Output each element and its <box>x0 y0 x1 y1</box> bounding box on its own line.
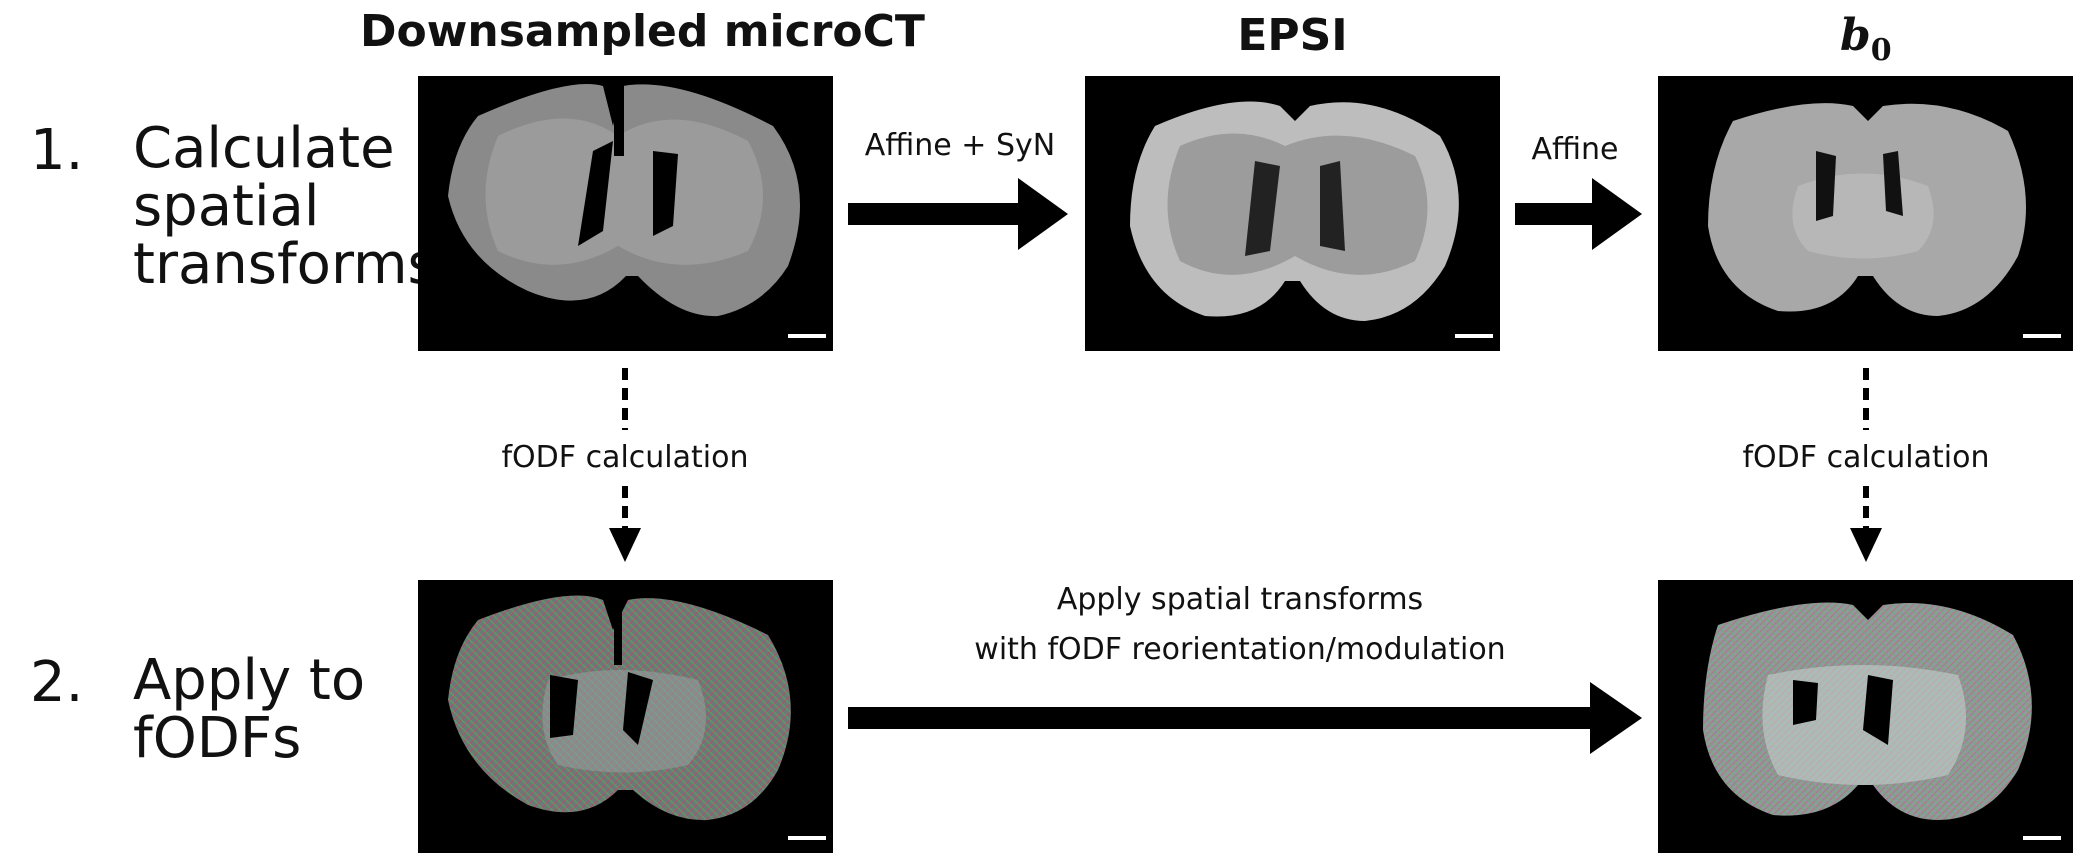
step-2-label: Apply to fODFs <box>133 652 365 768</box>
scalebar <box>2023 836 2061 840</box>
label-affine-syn: Affine + SyN <box>864 128 1056 163</box>
step-2-line-1: Apply to <box>133 648 366 713</box>
arrow-microct-to-epsi <box>848 178 1068 250</box>
step-1-label: Calculate spatial transforms <box>133 120 437 294</box>
microct-image <box>418 76 833 351</box>
scalebar <box>788 334 826 338</box>
step-2-line-2: fODFs <box>133 706 302 771</box>
column-title-microct: Downsampled microCT <box>360 6 925 57</box>
scalebar <box>2023 334 2061 338</box>
label-affine: Affine <box>1531 132 1619 167</box>
microct-brain-slice <box>448 81 800 317</box>
step-1-line-3: transforms <box>133 232 437 297</box>
scalebar <box>788 836 826 840</box>
label-fodf-calculation-right: fODF calculation <box>1742 440 1990 475</box>
step-2-number: 2. <box>30 650 84 715</box>
label-apply-transforms-line-2: with fODF reorientation/modulation <box>974 632 1506 667</box>
b0-fodf-brain-slice <box>1703 602 2032 820</box>
step-1-number: 1. <box>30 118 84 183</box>
column-title-epsi: EPSI <box>1237 10 1348 61</box>
label-fodf-calculation-left: fODF calculation <box>501 440 749 475</box>
epsi-image <box>1085 76 1500 351</box>
step-1-line-1: Calculate <box>133 116 395 181</box>
b0-base: b <box>1840 10 1871 61</box>
dashed-arrow-left <box>609 368 641 562</box>
arrow-apply-transforms <box>848 682 1642 754</box>
scalebar <box>1455 334 1493 338</box>
b0-image <box>1658 76 2073 351</box>
dashed-arrow-right <box>1850 368 1882 562</box>
arrow-epsi-to-b0 <box>1515 178 1642 250</box>
step-1-line-2: spatial <box>133 174 320 239</box>
microct-fodf-image <box>418 580 833 853</box>
b0-brain-slice <box>1708 103 2026 316</box>
microct-fodf-brain-slice <box>448 595 791 821</box>
b0-fodf-image <box>1658 580 2073 853</box>
b0-subscript: 0 <box>1870 32 1892 68</box>
epsi-brain-slice <box>1130 101 1459 321</box>
column-title-b0: b0 <box>1840 10 1892 68</box>
label-apply-transforms-line-1: Apply spatial transforms <box>1056 582 1424 617</box>
